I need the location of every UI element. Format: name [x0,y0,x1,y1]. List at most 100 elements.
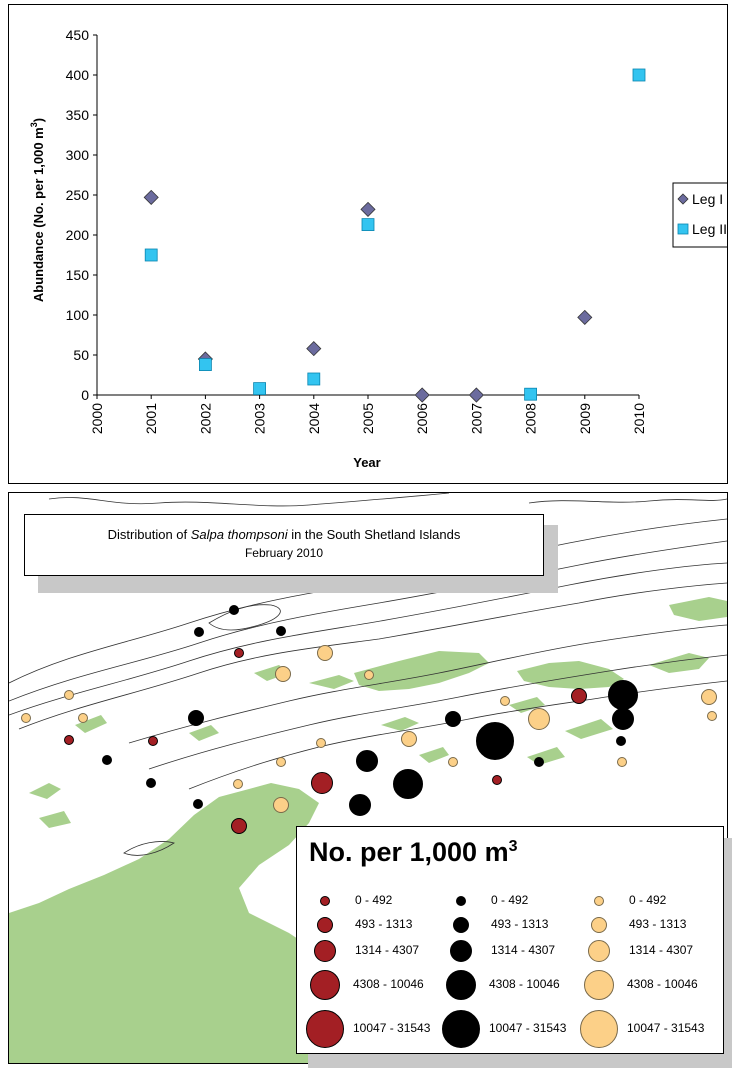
station-circle [349,794,371,816]
legend-class-label: 4308 - 10046 [489,977,560,991]
station-circle [571,688,587,704]
station-circle [311,772,333,794]
legend-class-label: 493 - 1313 [629,917,687,931]
leg-ii-point [144,248,158,262]
x-axis-label: Year [353,455,380,470]
legend-circle [446,970,476,1000]
legend-class-label: 4308 - 10046 [353,977,424,991]
map-legend-title: No. per 1,000 m3 [309,837,518,868]
station-circle [528,708,550,730]
legend-class-label: 10047 - 31543 [489,1021,567,1035]
y-tick-label: 100 [66,307,90,323]
leg-i-point [306,341,322,357]
station-circle [445,711,461,727]
station-circle [608,680,638,710]
x-tick-label: 2003 [252,403,268,434]
legend-class-label: 4308 - 10046 [627,977,698,991]
y-tick-label: 200 [66,227,90,243]
scatter-chart: 0 50 100 150 200 250 300 350 400 450 2000 2001 2002 2… [29,27,732,470]
legend-label: Leg I [692,191,723,207]
map-legend: No. per 1,000 m3 0 - 492 493 - 1313 1314 -… [296,826,724,1054]
leg-ii-point [198,358,212,372]
y-tick-label: 50 [73,347,89,363]
map-title-species: Salpa thompsoni [190,527,288,542]
leg-i-point [360,201,376,217]
station-circle [492,775,502,785]
x-tick-label: 2005 [360,403,376,434]
land-peninsula [9,783,339,1063]
map-subtitle: February 2010 [244,546,324,560]
station-circle [364,670,374,680]
legend-circle [320,896,330,906]
y-axis-label-end: ) [31,118,46,122]
y-tick-label: 400 [66,67,90,83]
station-circle [393,769,423,799]
legend-circle [317,917,333,933]
station-circle [64,690,74,700]
x-tick-label: 2008 [523,403,539,434]
station-circle [617,757,627,767]
land-small-island-7 [565,719,613,739]
legend-label: Leg II [692,221,727,237]
legend-class-label: 0 - 492 [629,893,667,907]
station-circle [707,711,717,721]
bathymetry-contours [9,493,727,856]
land-livingston-island [354,651,489,691]
legend-circle [314,940,336,962]
station-circle [701,689,717,705]
leg-ii-point [361,218,375,232]
leg-ii-point [632,68,646,82]
station-circle [146,778,156,788]
legend-class-label: 1314 - 4307 [491,943,556,957]
legend-marker-leg-ii [677,223,689,235]
station-circle [500,696,510,706]
land-small-island-8 [527,747,565,765]
land-king-george-island [517,661,624,689]
land-small-island-6 [509,697,545,713]
land-small-island-2 [381,717,419,731]
x-tick-label: 2009 [577,403,593,434]
station-circle [276,626,286,636]
legend-circle [450,940,472,962]
scatter-chart-panel: 0 50 100 150 200 250 300 350 400 450 2000 2001 2002 2… [8,4,732,484]
station-circle [616,736,626,746]
leg-i-point [414,387,430,403]
x-tick-label: 2004 [306,403,322,434]
leg-ii-point [253,382,267,396]
leg-ii-point [524,387,537,401]
y-tick-label: 250 [66,187,90,203]
y-axis-label: Abundance (No. per 1,000 m3) [29,118,46,302]
station-circle [448,757,458,767]
x-tick-label: 2001 [143,403,159,434]
y-tick-label: 300 [66,147,90,163]
y-axis-label-main: Abundance (No. per 1,000 m [31,127,46,302]
y-tick-label: 0 [81,387,89,403]
x-tick-label: 2007 [468,403,484,434]
x-tick-label: 2006 [414,403,430,434]
station-circle [612,708,634,730]
legend-circle [453,917,469,933]
station-circle [229,605,239,615]
legend-circle [584,970,614,1000]
chart-points [143,68,646,403]
land-small-island-1 [309,675,354,689]
chart-legend: Leg I Leg II [672,182,732,248]
station-circle [273,797,289,813]
station-circle [401,731,417,747]
station-circle [233,779,243,789]
legend-circle [588,940,610,962]
station-circle [21,713,31,723]
station-circle [193,799,203,809]
station-circle [148,736,158,746]
legend-class-label: 0 - 492 [355,893,393,907]
station-circle [78,713,88,723]
station-circle [534,757,544,767]
map-title: Distribution of Salpa thompsoni in the S… [25,526,543,544]
x-tick-label: 2000 [89,403,105,434]
station-circle [64,735,74,745]
leg-i-point [468,387,484,403]
y-tick-label: 450 [66,27,90,43]
station-circle [316,738,326,748]
legend-class-label: 1314 - 4307 [629,943,694,957]
station-circle [102,755,112,765]
